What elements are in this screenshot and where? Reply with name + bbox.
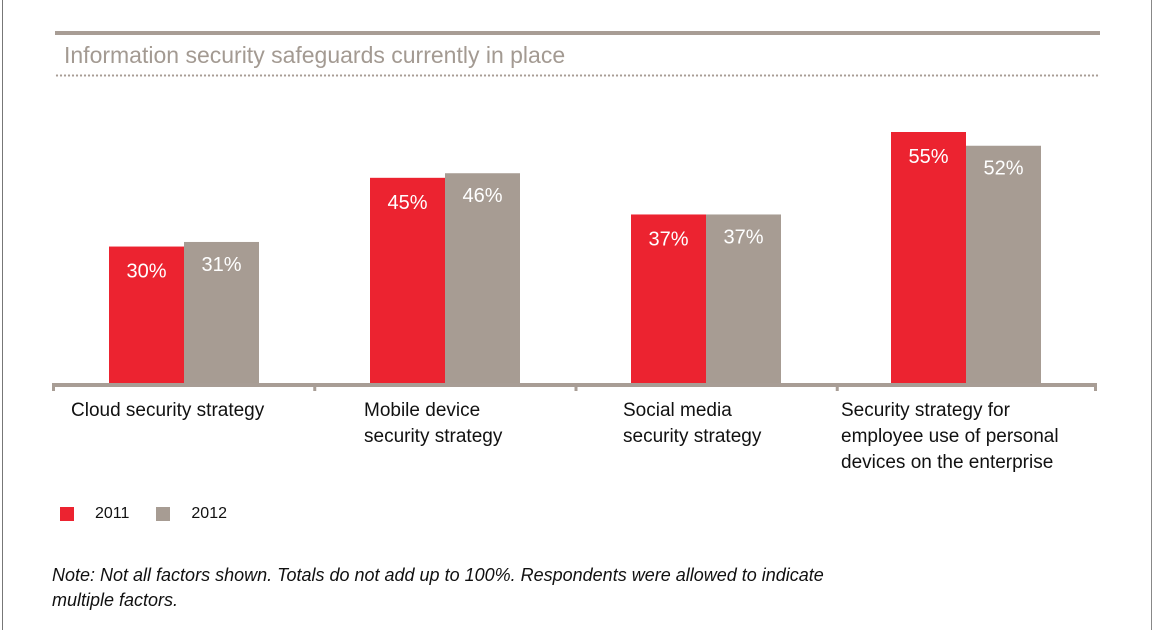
bar-mobile-2011 bbox=[370, 177, 445, 384]
legend-swatch-2012 bbox=[156, 507, 171, 521]
chart-title: Information security safeguards currentl… bbox=[64, 42, 566, 68]
bar-value-label-mobile-2012: 46% bbox=[462, 185, 502, 207]
bar-mobile-2012 bbox=[445, 173, 520, 384]
bar-value-label-personal-devices-2012: 52% bbox=[983, 158, 1023, 180]
x-axis-tick bbox=[313, 384, 317, 391]
bar-value-label-personal-devices-2011: 55% bbox=[908, 146, 948, 168]
category-label-cloud: Cloud security strategy bbox=[71, 400, 265, 421]
category-label-mobile: Mobile device security strategy bbox=[364, 400, 503, 447]
x-axis-tick bbox=[52, 384, 55, 391]
frame-border-right bbox=[1151, 0, 1152, 630]
legend-item-2012: 2012 bbox=[156, 505, 227, 523]
x-axis-tick bbox=[1094, 384, 1097, 391]
title-dotted-divider bbox=[55, 74, 1100, 77]
footnote-text: Note: Not all factors shown. Totals do n… bbox=[52, 565, 824, 610]
bar-social-2012 bbox=[706, 214, 781, 384]
bar-cloud-2011 bbox=[109, 246, 184, 384]
frame-border-left bbox=[2, 0, 3, 630]
x-axis-tick bbox=[574, 384, 578, 391]
x-axis-tick bbox=[835, 384, 839, 391]
category-label-personal-devices: Security strategy for employee use of pe… bbox=[841, 400, 1059, 473]
bar-value-label-cloud-2012: 31% bbox=[201, 254, 241, 276]
legend-label-2011: 2011 bbox=[95, 505, 130, 522]
legend-label-2012: 2012 bbox=[191, 505, 227, 522]
legend: 2011 2012 bbox=[60, 505, 254, 523]
bar-personal-devices-2011 bbox=[891, 132, 966, 384]
bar-social-2011 bbox=[631, 214, 706, 384]
bar-value-label-mobile-2011: 45% bbox=[387, 192, 427, 214]
legend-swatch-2011 bbox=[60, 507, 74, 521]
bar-personal-devices-2012 bbox=[966, 145, 1041, 384]
bar-value-label-social-2012: 37% bbox=[723, 226, 763, 248]
footnote: Note: Not all factors shown. Totals do n… bbox=[52, 563, 1012, 613]
bar-value-label-social-2011: 37% bbox=[648, 228, 688, 250]
bar-value-label-cloud-2011: 30% bbox=[126, 261, 166, 283]
bar-cloud-2012 bbox=[184, 241, 259, 384]
category-label-social: Social media security strategy bbox=[623, 400, 762, 447]
title-top-rule bbox=[55, 31, 1100, 35]
legend-item-2011: 2011 bbox=[60, 505, 129, 523]
